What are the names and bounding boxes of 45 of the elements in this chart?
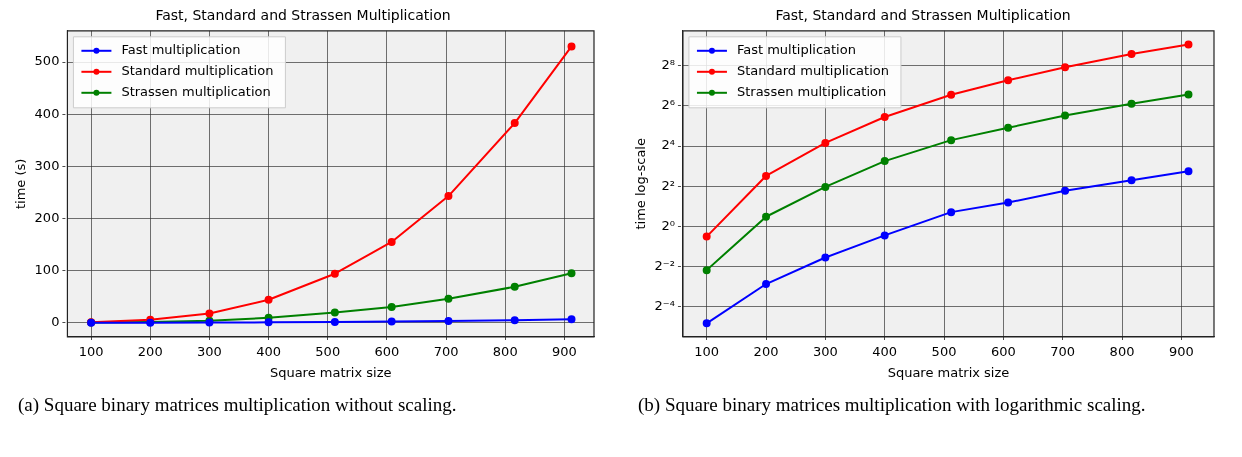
legend-label: Fast multiplication xyxy=(121,42,241,58)
y-tick-label: 2⁴ xyxy=(661,137,675,153)
x-tick-label: 800 xyxy=(492,343,518,359)
x-tick-label: 700 xyxy=(1050,343,1076,359)
legend-label: Strassen multiplication xyxy=(121,84,271,100)
x-tick-label: 600 xyxy=(990,343,1016,359)
x-tick-label: 200 xyxy=(137,343,163,359)
text: (b) Square binary matrices multiplication with logarithmic scaling. xyxy=(637,393,1147,417)
x-tick-label: 400 xyxy=(872,343,898,359)
y-tick-label: 2⁻² xyxy=(654,257,675,273)
x-axis-title: Square matrix size xyxy=(269,364,392,380)
y-tick-label: 2⁻⁴ xyxy=(654,297,675,313)
legend-label: Strassen multiplication xyxy=(736,84,887,100)
y-tick-label: 200 xyxy=(34,209,60,225)
y-tick-label: 400 xyxy=(34,105,60,121)
x-tick-label: 700 xyxy=(433,343,459,359)
legend-label: Fast multiplication xyxy=(736,42,856,58)
y-axis-title: time log-scale xyxy=(633,138,649,230)
x-tick-label: 800 xyxy=(1109,343,1135,359)
y-tick-label: 0 xyxy=(51,314,60,330)
x-tick-label: 500 xyxy=(931,343,957,359)
chart-title: Fast, Standard and Strassen Multiplication xyxy=(775,7,1071,24)
legend-label: Standard multiplication xyxy=(736,63,889,79)
x-tick-label: 400 xyxy=(256,343,281,359)
x-axis-title: Square matrix size xyxy=(887,364,1010,380)
y-axis-title: time (s) xyxy=(13,158,29,210)
y-tick-label: 2⁰ xyxy=(661,217,675,233)
x-tick-label: 900 xyxy=(552,343,577,359)
y-tick-label: 2⁸ xyxy=(661,57,675,73)
x-tick-label: 100 xyxy=(78,343,104,359)
x-tick-label: 500 xyxy=(315,343,341,359)
y-tick-label: 2² xyxy=(661,177,675,193)
x-tick-label: 300 xyxy=(197,343,222,359)
y-tick-label: 100 xyxy=(34,261,60,277)
legend-label: Standard multiplication xyxy=(121,63,274,79)
x-tick-label: 600 xyxy=(374,343,400,359)
x-tick-label: 200 xyxy=(753,343,779,359)
y-tick-label: 300 xyxy=(34,157,60,173)
x-tick-label: 900 xyxy=(1168,343,1194,359)
y-tick-label: 500 xyxy=(34,53,60,69)
y-tick-label: 2⁶ xyxy=(661,97,675,113)
x-tick-label: 300 xyxy=(812,343,838,359)
chart-title: Fast, Standard and Strassen Multiplication xyxy=(155,7,451,24)
x-tick-label: 100 xyxy=(694,343,720,359)
text: (a) Square binary matrices multiplication without scaling. xyxy=(17,393,458,417)
